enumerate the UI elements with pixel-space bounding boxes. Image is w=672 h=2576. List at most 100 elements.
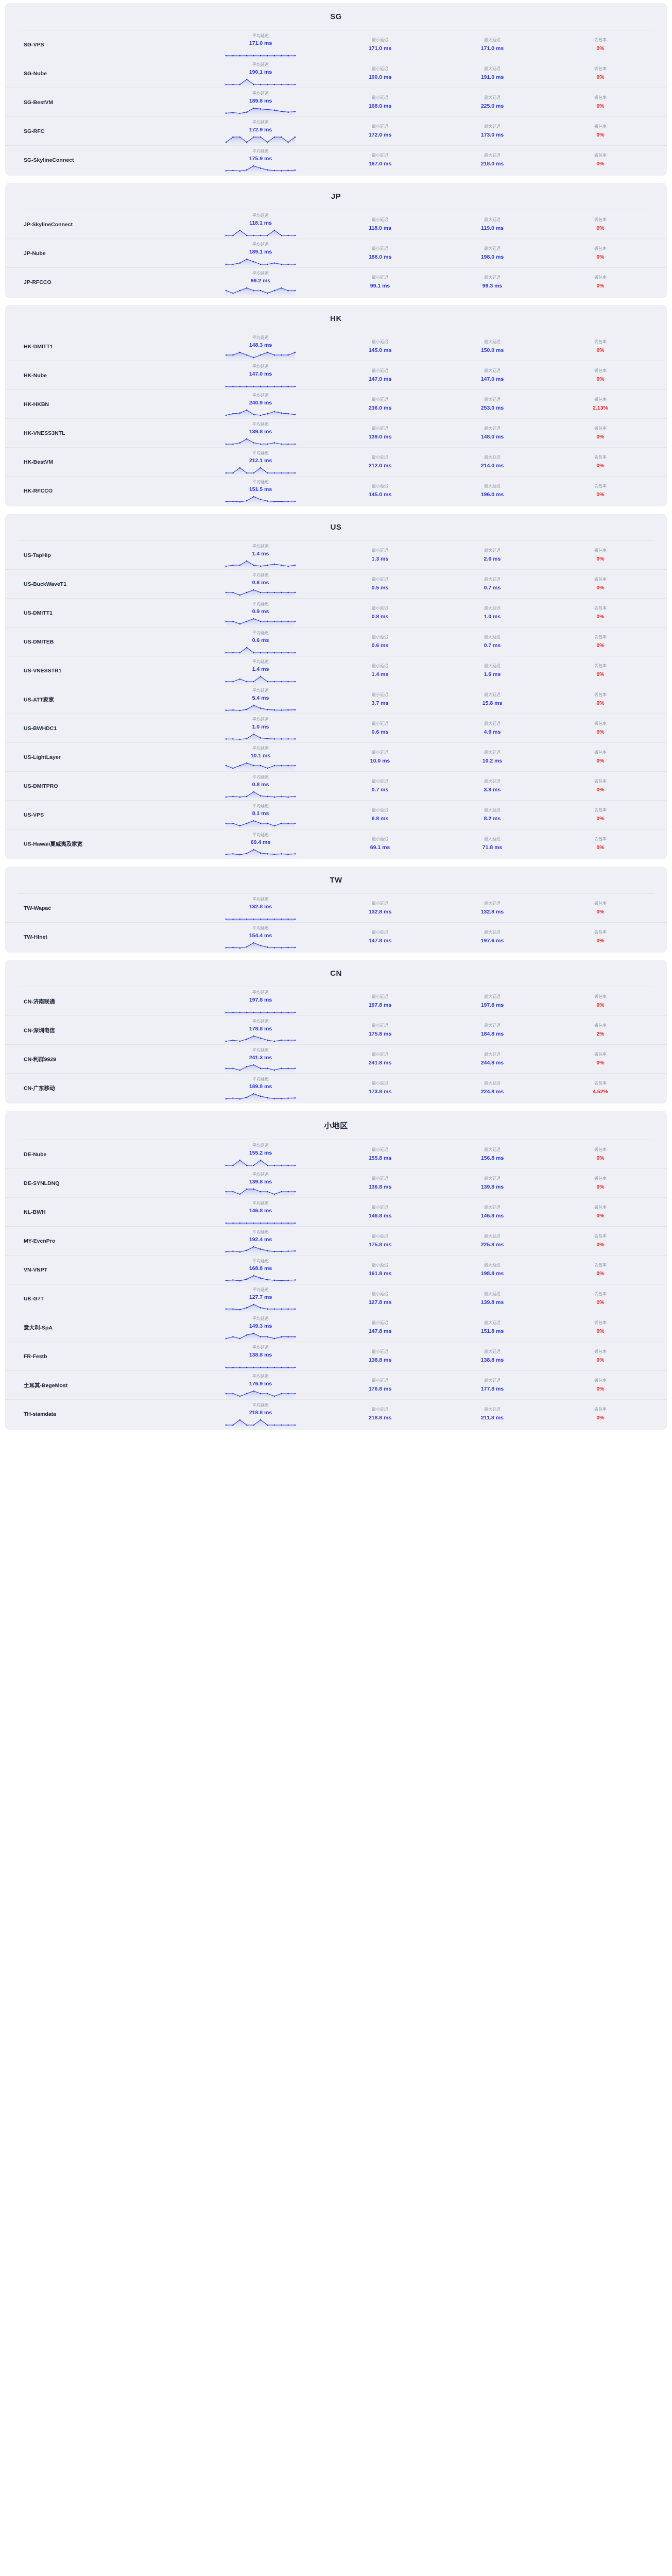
node-row[interactable]: VN-VNPT 平均延迟 168.8 ms 最小延迟 161.8 ms 最大延迟 198.8… bbox=[5, 1256, 667, 1284]
min-latency-value: 147.8 ms bbox=[368, 938, 392, 944]
min-latency-label: 最小延迟 bbox=[372, 426, 388, 431]
avg-latency-block: 平均延迟 139.8 ms bbox=[205, 419, 316, 448]
node-row[interactable]: US-ATT家宽 平均延迟 5.4 ms 最小延迟 3.7 ms 最大延迟 15.8 ms 丢… bbox=[5, 685, 667, 714]
node-row[interactable]: TH-siamdata 平均延迟 218.8 ms 最小延迟 218.8 ms 最大延迟 2… bbox=[5, 1400, 667, 1429]
node-row[interactable]: CN-济南联通 平均延迟 197.8 ms 最小延迟 197.8 ms 最大延迟 197.8… bbox=[5, 987, 667, 1016]
node-row[interactable]: DE-SYNLDNQ 平均延迟 139.8 ms 最小延迟 136.8 ms 最大延迟 13… bbox=[5, 1169, 667, 1198]
node-row[interactable]: JP-SkylineConnect 平均延迟 118.1 ms 最小延迟 118.0 m… bbox=[5, 210, 667, 239]
node-row[interactable]: UK-G7T 平均延迟 127.7 ms 最小延迟 127.8 ms 最大延迟 139.8 … bbox=[5, 1284, 667, 1313]
packet-loss-value: 4.52% bbox=[593, 1089, 608, 1095]
max-latency-value: 224.8 ms bbox=[480, 1089, 504, 1095]
min-latency-label: 最小延迟 bbox=[372, 1234, 388, 1239]
node-row[interactable]: HK-Nube 平均延迟 147.0 ms 最小延迟 147.0 ms 最大延迟 147.0… bbox=[5, 361, 667, 390]
node-row[interactable]: 土耳其-BegeMost 平均延迟 176.9 ms 最小延迟 176.8 ms 最大延迟… bbox=[5, 1371, 667, 1400]
packet-loss-cell: 丢包率 0% bbox=[566, 1371, 634, 1400]
node-row[interactable]: US-TapHip 平均延迟 1.4 ms 最小延迟 1.3 ms 最大延迟 2.6 ms 丢… bbox=[5, 541, 667, 570]
packet-loss-cell: 丢包率 0% bbox=[566, 894, 634, 923]
packet-loss-value: 0% bbox=[596, 1328, 605, 1334]
avg-latency-label: 平均延迟 bbox=[252, 1019, 269, 1024]
min-latency-value: 3.7 ms bbox=[371, 700, 389, 706]
packet-loss-value: 0% bbox=[596, 700, 605, 706]
packet-loss-label: 丢包率 bbox=[594, 66, 607, 71]
node-row[interactable]: HK-DMITT1 平均延迟 148.3 ms 最小延迟 145.0 ms 最大延迟 150… bbox=[5, 332, 667, 361]
packet-loss-value: 0% bbox=[596, 161, 605, 167]
max-latency-value: 244.8 ms bbox=[480, 1060, 504, 1066]
node-row[interactable]: SG-Nube 平均延迟 190.1 ms 最小延迟 190.0 ms 最大延迟 191.0… bbox=[5, 59, 667, 88]
latency-sparkline bbox=[225, 1246, 296, 1255]
node-row[interactable]: SG-BestVM 平均延迟 189.8 ms 最小延迟 168.0 ms 最大延迟 225… bbox=[5, 88, 667, 117]
min-latency-label: 最小延迟 bbox=[372, 275, 388, 280]
node-row[interactable]: NL-BWH 平均延迟 146.8 ms 最小延迟 146.8 ms 最大延迟 146.8 … bbox=[5, 1198, 667, 1227]
node-row[interactable]: US-DMITPRO 平均延迟 0.8 ms 最小延迟 0.7 ms 最大延迟 3.8 ms… bbox=[5, 772, 667, 801]
max-latency-value: 147.0 ms bbox=[480, 376, 504, 382]
min-latency-cell: 最小延迟 99.1 ms bbox=[346, 268, 414, 297]
packet-loss-value: 0% bbox=[596, 1270, 605, 1277]
avg-latency-value: 240.9 ms bbox=[249, 400, 272, 406]
avg-latency-label: 平均延迟 bbox=[252, 149, 269, 154]
packet-loss-value: 0% bbox=[596, 816, 605, 822]
node-row[interactable]: TW-Wapac 平均延迟 132.8 ms 最小延迟 132.8 ms 最大延迟 132.… bbox=[5, 894, 667, 923]
node-row[interactable]: TW-HInet 平均延迟 154.4 ms 最小延迟 147.8 ms 最大延迟 197.… bbox=[5, 923, 667, 952]
max-latency-value: 119.0 ms bbox=[481, 225, 504, 231]
min-latency-cell: 最小延迟 3.7 ms bbox=[346, 685, 414, 714]
node-row[interactable]: HK-RFCCO 平均延迟 151.5 ms 最小延迟 145.0 ms 最大延迟 196.… bbox=[5, 477, 667, 505]
node-row[interactable]: US-BuckWaveT1 平均延迟 0.6 ms 最小延迟 0.5 ms 最大延迟 0.7… bbox=[5, 570, 667, 599]
min-latency-label: 最小延迟 bbox=[372, 837, 388, 841]
avg-latency-block: 平均延迟 127.7 ms bbox=[205, 1284, 316, 1313]
packet-loss-cell: 丢包率 0% bbox=[566, 685, 634, 714]
max-latency-value: 198.8 ms bbox=[480, 1270, 504, 1277]
node-row[interactable]: HK-HKBN 平均延迟 240.9 ms 最小延迟 236.0 ms 最大延迟 253.0… bbox=[5, 390, 667, 419]
packet-loss-label: 丢包率 bbox=[594, 1263, 607, 1267]
region-section: TW TW-Wapac 平均延迟 132.8 ms 最小延迟 132.8 ms 最大延迟 13… bbox=[5, 867, 667, 953]
avg-latency-value: 146.8 ms bbox=[249, 1208, 272, 1214]
node-row[interactable]: US-Hawaii夏威夷及家宽 平均延迟 69.4 ms 最小延迟 69.1 ms 最大延… bbox=[5, 829, 667, 858]
node-row[interactable]: US-DMITEB 平均延迟 0.6 ms 最小延迟 0.6 ms 最大延迟 0.7 ms 丢… bbox=[5, 628, 667, 656]
max-latency-label: 最大延迟 bbox=[484, 340, 501, 344]
node-row[interactable]: JP-RFCCO 平均延迟 99.2 ms 最小延迟 99.1 ms 最大延迟 99.3 m… bbox=[5, 268, 667, 297]
latency-sparkline bbox=[225, 438, 296, 447]
max-latency-cell: 最大延迟 244.8 ms bbox=[458, 1045, 526, 1074]
min-latency-cell: 最小延迟 132.8 ms bbox=[346, 894, 414, 923]
node-row[interactable]: DE-Nube 平均延迟 155.2 ms 最小延迟 155.8 ms 最大延迟 156.8… bbox=[5, 1140, 667, 1169]
node-row[interactable]: SG-SkylineConnect 平均延迟 175.9 ms 最小延迟 167.0 m… bbox=[5, 146, 667, 175]
node-name: CN-深圳电信 bbox=[24, 1027, 55, 1033]
max-latency-cell: 最大延迟 197.8 ms bbox=[458, 987, 526, 1016]
packet-loss-value: 0% bbox=[596, 614, 605, 620]
min-latency-label: 最小延迟 bbox=[372, 1052, 388, 1057]
node-row[interactable]: HK-BestVM 平均延迟 212.1 ms 最小延迟 212.0 ms 最大延迟 214… bbox=[5, 448, 667, 477]
packet-loss-cell: 丢包率 0% bbox=[566, 1169, 634, 1198]
node-row[interactable]: US-VNESSTR1 平均延迟 1.4 ms 最小延迟 1.4 ms 最大延迟 1.6 m… bbox=[5, 656, 667, 685]
node-name: TW-Wapac bbox=[24, 905, 51, 911]
packet-loss-cell: 丢包率 0% bbox=[566, 829, 634, 858]
node-row[interactable]: CN-利群9929 平均延迟 241.3 ms 最小延迟 241.8 ms 最大延迟 244… bbox=[5, 1045, 667, 1074]
max-latency-value: 156.8 ms bbox=[480, 1155, 504, 1161]
min-latency-cell: 最小延迟 161.8 ms bbox=[346, 1256, 414, 1284]
node-row[interactable]: CN-广东移动 平均延迟 189.8 ms 最小延迟 173.8 ms 最大延迟 224.8… bbox=[5, 1074, 667, 1103]
node-row[interactable]: US-LightLayer 平均延迟 10.1 ms 最小延迟 10.0 ms 最大延迟 1… bbox=[5, 743, 667, 772]
avg-latency-block: 平均延迟 212.1 ms bbox=[205, 448, 316, 477]
node-row[interactable]: US-VPS 平均延迟 8.1 ms 最小延迟 6.8 ms 最大延迟 8.2 ms 丢包率 0… bbox=[5, 801, 667, 829]
latency-sparkline bbox=[225, 1275, 296, 1283]
node-row[interactable]: US-BWHDC1 平均延迟 1.0 ms 最小延迟 0.6 ms 最大延迟 4.9 ms 丢… bbox=[5, 714, 667, 743]
node-row[interactable]: US-DMITT1 平均延迟 0.9 ms 最小延迟 0.8 ms 最大延迟 1.0 ms 丢… bbox=[5, 599, 667, 628]
node-row[interactable]: HK-VNESS3NTL 平均延迟 139.8 ms 最小延迟 139.0 ms 最大延迟… bbox=[5, 419, 667, 448]
min-latency-cell: 最小延迟 0.7 ms bbox=[346, 772, 414, 801]
packet-loss-label: 丢包率 bbox=[594, 901, 607, 906]
node-name: US-VNESSTR1 bbox=[24, 667, 62, 674]
avg-latency-label: 平均延迟 bbox=[252, 688, 269, 693]
max-latency-label: 最大延迟 bbox=[484, 1263, 501, 1267]
min-latency-cell: 最小延迟 188.0 ms bbox=[346, 239, 414, 268]
node-row[interactable]: JP-Nube 平均延迟 189.1 ms 最小延迟 188.0 ms 最大延迟 198.0… bbox=[5, 239, 667, 268]
node-row[interactable]: CN-深圳电信 平均延迟 178.8 ms 最小延迟 175.8 ms 最大延迟 184.8… bbox=[5, 1016, 667, 1045]
min-latency-label: 最小延迟 bbox=[372, 1023, 388, 1028]
node-row[interactable]: SG-VPS 平均延迟 171.0 ms 最小延迟 171.0 ms 最大延迟 171.0 … bbox=[5, 30, 667, 59]
node-row[interactable]: 意大利-SpA 平均延迟 149.3 ms 最小延迟 147.8 ms 最大延迟 151.8… bbox=[5, 1313, 667, 1342]
node-row[interactable]: MY-EvcnPro 平均延迟 192.4 ms 最小延迟 175.8 ms 最大延迟 22… bbox=[5, 1227, 667, 1256]
avg-latency-label: 平均延迟 bbox=[252, 91, 269, 96]
packet-loss-cell: 丢包率 0% bbox=[566, 146, 634, 175]
max-latency-cell: 最大延迟 224.8 ms bbox=[458, 1074, 526, 1103]
min-latency-value: 6.8 ms bbox=[371, 816, 389, 822]
min-latency-cell: 最小延迟 212.0 ms bbox=[346, 448, 414, 477]
node-row[interactable]: FR-Festb 平均延迟 138.8 ms 最小延迟 138.8 ms 最大延迟 138.… bbox=[5, 1342, 667, 1371]
node-row[interactable]: SG-RFC 平均延迟 172.9 ms 最小延迟 172.0 ms 最大延迟 173.0 … bbox=[5, 117, 667, 146]
